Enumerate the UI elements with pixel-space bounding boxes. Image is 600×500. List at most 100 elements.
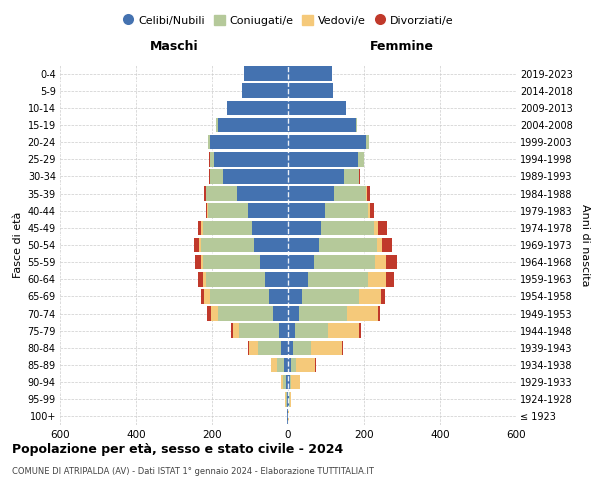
Bar xyxy=(288,84,333,98)
Bar xyxy=(288,358,291,372)
Bar xyxy=(359,289,382,304)
Bar xyxy=(377,238,382,252)
Bar xyxy=(214,152,288,166)
Bar xyxy=(206,186,236,201)
Bar xyxy=(197,272,203,286)
Bar xyxy=(200,238,254,252)
Bar xyxy=(287,409,288,424)
Bar xyxy=(231,324,233,338)
Bar xyxy=(288,152,358,166)
Bar xyxy=(377,220,387,235)
Bar xyxy=(358,152,364,166)
Bar xyxy=(194,238,199,252)
Bar xyxy=(308,272,368,286)
Bar xyxy=(223,169,288,184)
Bar xyxy=(366,135,368,150)
Bar xyxy=(195,255,200,270)
Bar xyxy=(319,238,377,252)
Bar xyxy=(311,340,342,355)
Bar xyxy=(290,375,292,390)
Bar xyxy=(367,186,370,201)
Bar xyxy=(382,289,385,304)
Bar xyxy=(290,392,292,406)
Bar xyxy=(277,358,284,372)
Bar xyxy=(199,238,200,252)
Bar xyxy=(233,324,239,338)
Bar xyxy=(284,358,288,372)
Bar xyxy=(254,238,288,252)
Bar xyxy=(374,220,377,235)
Bar xyxy=(288,375,290,390)
Bar xyxy=(202,220,203,235)
Legend: Celibi/Nubili, Coniugati/e, Vedovi/e, Divorziati/e: Celibi/Nubili, Coniugati/e, Vedovi/e, Di… xyxy=(118,10,458,30)
Bar xyxy=(200,289,205,304)
Text: Maschi: Maschi xyxy=(149,40,199,53)
Bar xyxy=(347,306,377,321)
Bar xyxy=(281,340,288,355)
Bar xyxy=(328,324,359,338)
Bar xyxy=(325,204,368,218)
Bar xyxy=(342,340,343,355)
Bar xyxy=(359,324,361,338)
Bar xyxy=(208,204,248,218)
Bar xyxy=(288,392,289,406)
Bar xyxy=(207,306,211,321)
Bar xyxy=(377,306,380,321)
Bar xyxy=(288,169,344,184)
Bar xyxy=(265,272,288,286)
Bar xyxy=(206,204,208,218)
Bar xyxy=(283,375,286,390)
Bar xyxy=(365,186,367,201)
Bar xyxy=(209,169,210,184)
Bar xyxy=(242,84,288,98)
Bar xyxy=(260,255,288,270)
Bar xyxy=(208,135,210,150)
Bar xyxy=(382,238,392,252)
Bar xyxy=(359,169,360,184)
Bar xyxy=(288,238,319,252)
Bar xyxy=(293,340,311,355)
Bar xyxy=(386,272,394,286)
Bar xyxy=(204,186,206,201)
Bar xyxy=(210,152,214,166)
Bar xyxy=(299,306,347,321)
Bar xyxy=(288,66,332,81)
Bar xyxy=(368,204,370,218)
Bar xyxy=(218,306,273,321)
Bar xyxy=(239,324,278,338)
Bar xyxy=(236,186,288,201)
Bar xyxy=(344,169,359,184)
Bar xyxy=(203,255,260,270)
Bar xyxy=(302,289,359,304)
Bar xyxy=(210,135,288,150)
Bar xyxy=(286,392,287,406)
Bar xyxy=(206,272,265,286)
Y-axis label: Fasce di età: Fasce di età xyxy=(13,212,23,278)
Bar xyxy=(210,169,223,184)
Bar xyxy=(252,220,288,235)
Y-axis label: Anni di nascita: Anni di nascita xyxy=(580,204,590,286)
Bar xyxy=(368,272,386,286)
Bar xyxy=(322,220,374,235)
Bar xyxy=(244,66,288,81)
Bar xyxy=(386,255,397,270)
Bar xyxy=(289,392,290,406)
Bar xyxy=(370,204,373,218)
Bar xyxy=(248,340,249,355)
Bar xyxy=(292,375,300,390)
Bar xyxy=(334,186,365,201)
Bar xyxy=(273,306,288,321)
Bar xyxy=(227,100,288,115)
Bar xyxy=(271,358,277,372)
Bar xyxy=(288,186,334,201)
Bar xyxy=(314,255,376,270)
Text: Femmine: Femmine xyxy=(370,40,434,53)
Bar xyxy=(288,100,346,115)
Bar xyxy=(203,220,252,235)
Bar xyxy=(203,272,206,286)
Bar xyxy=(291,358,296,372)
Bar xyxy=(288,306,299,321)
Bar xyxy=(200,255,203,270)
Bar xyxy=(288,255,314,270)
Bar xyxy=(295,324,328,338)
